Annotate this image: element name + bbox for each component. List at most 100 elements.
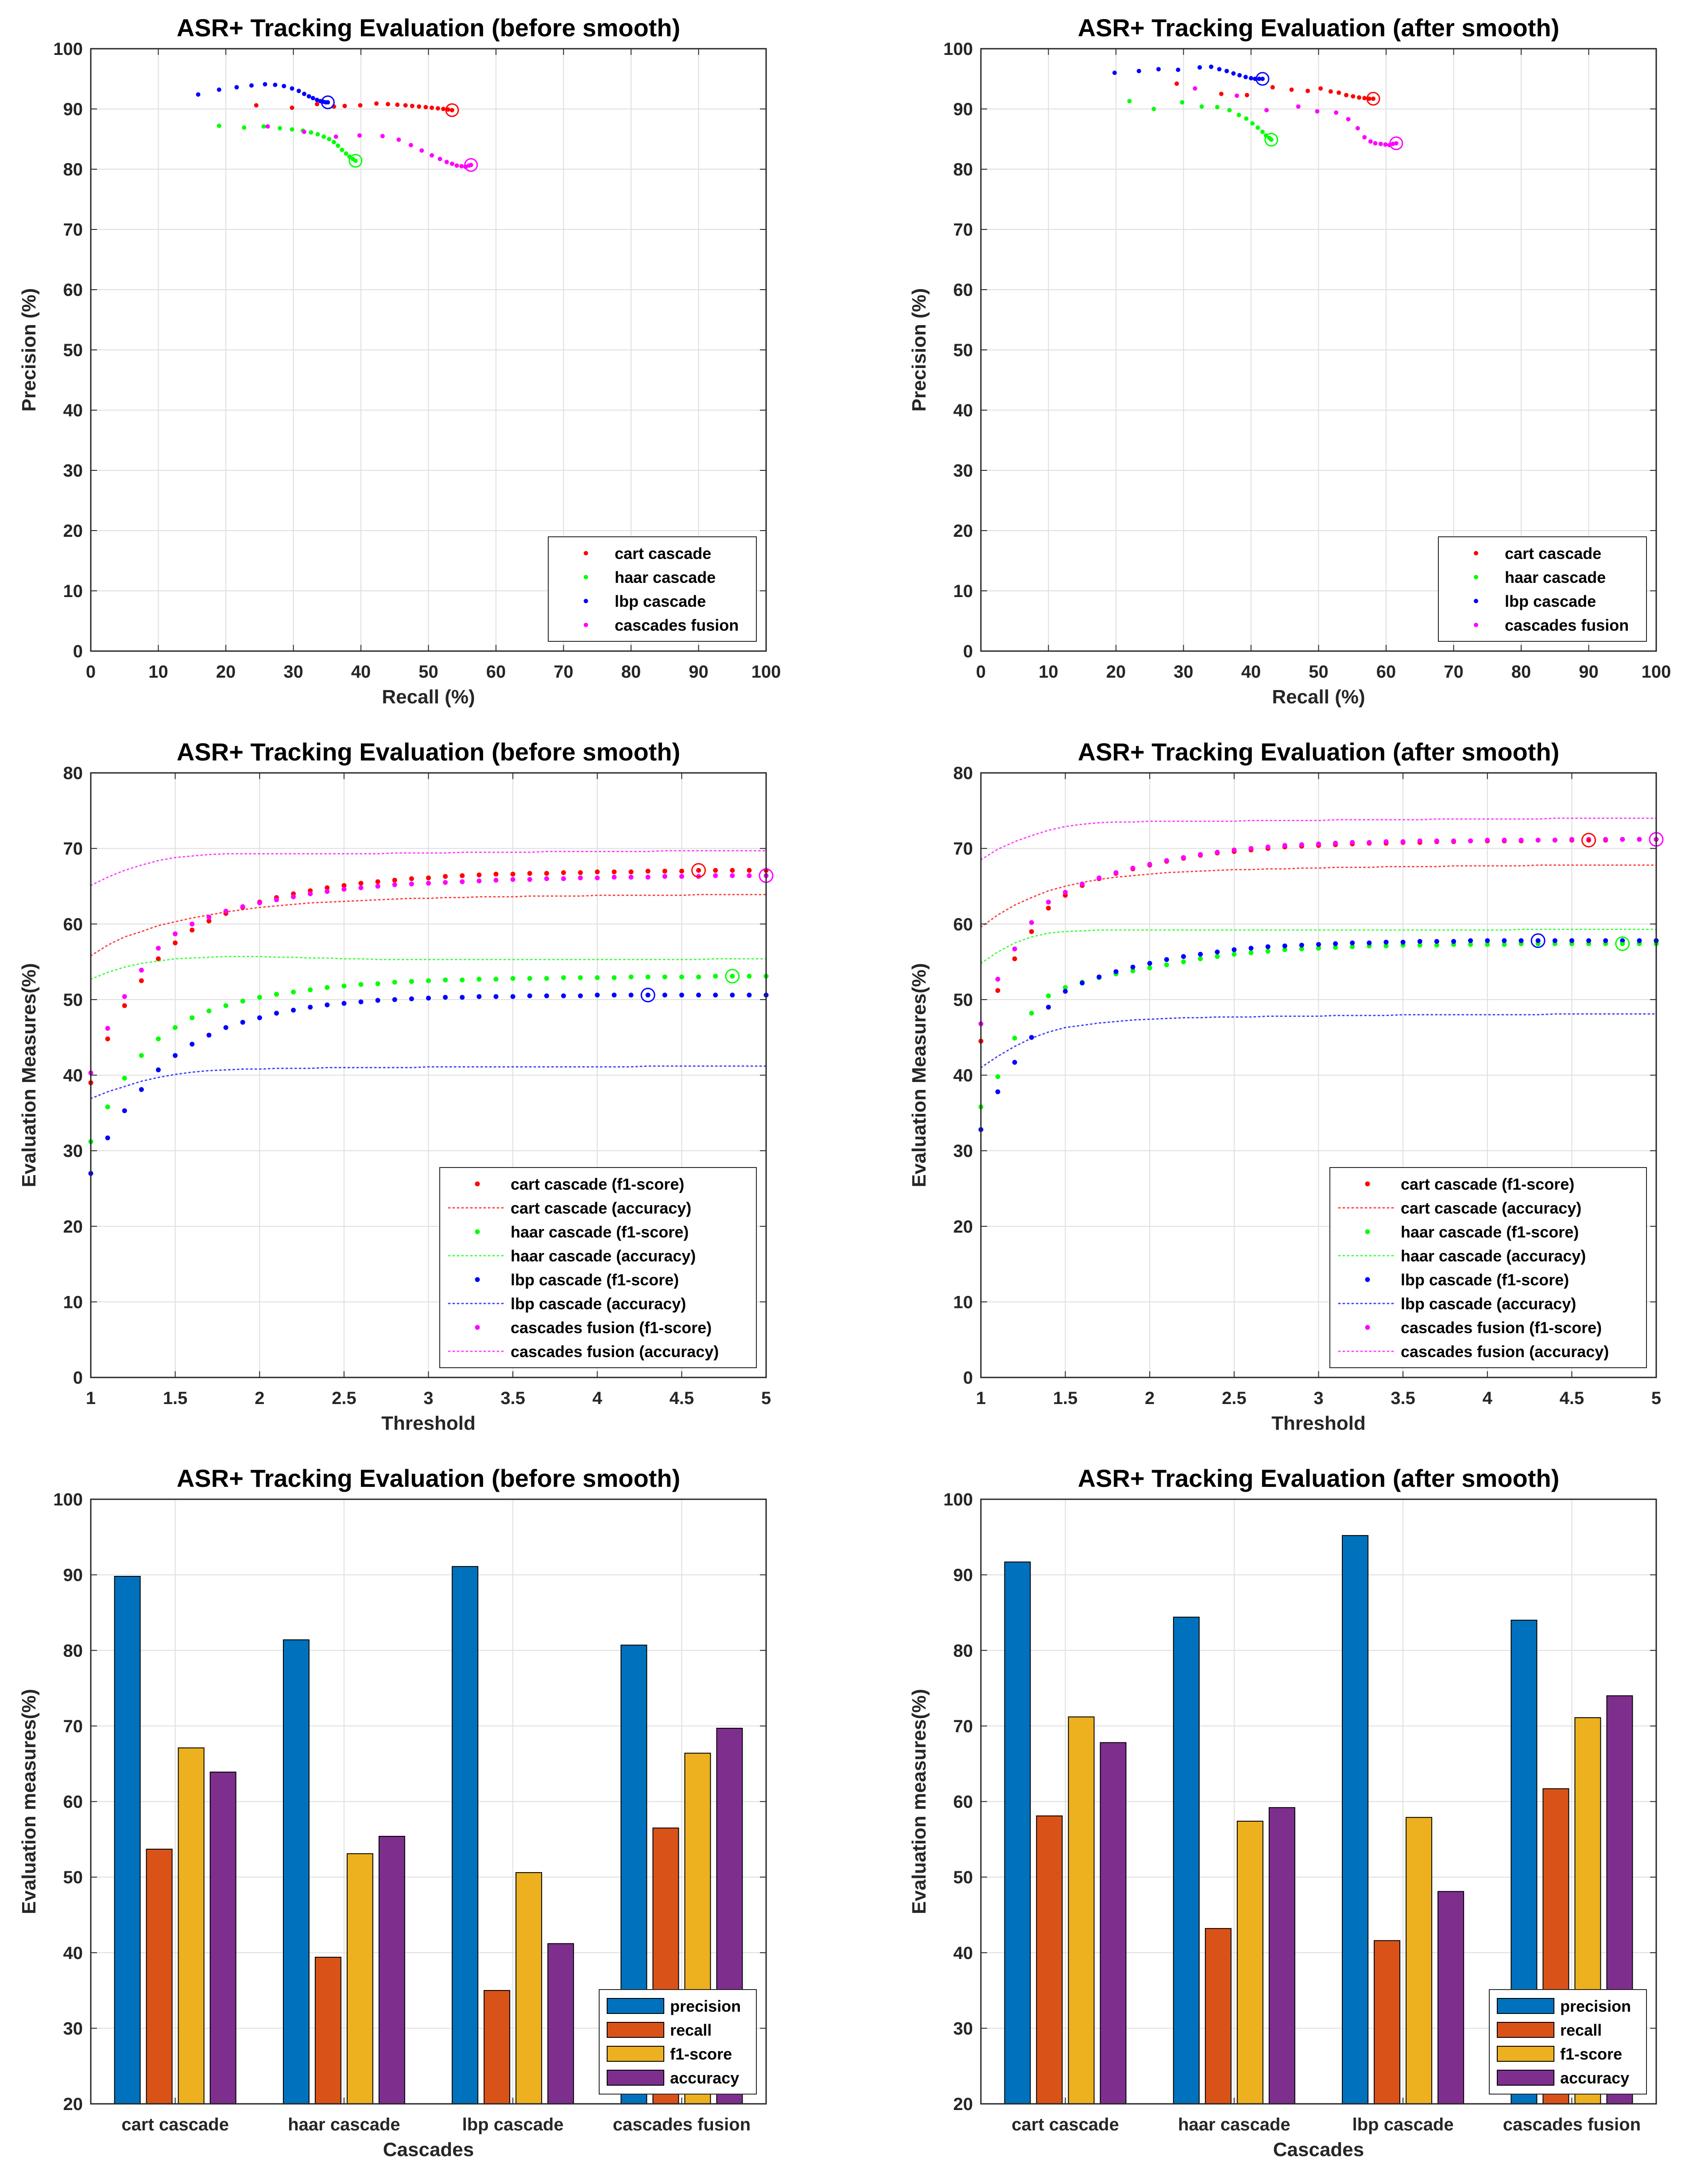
data-point	[426, 875, 431, 881]
y-tick-label: 90	[63, 100, 83, 119]
highlight-center	[697, 869, 701, 873]
data-point	[1224, 69, 1229, 74]
data-point	[730, 873, 735, 878]
data-point	[375, 879, 380, 884]
chart-1: 0 10 20 30 40 50 60 70 80 90 100 0 10 20 30 40 50 60 70 80 9…	[18, 14, 781, 708]
data-point	[1219, 92, 1224, 96]
x-tick-label: 1	[86, 1389, 96, 1408]
data-point	[1586, 938, 1591, 943]
data-point	[1434, 838, 1439, 844]
y-tick-label: 20	[953, 1217, 973, 1237]
data-point	[493, 977, 499, 982]
data-point	[358, 999, 364, 1005]
legend-box	[1329, 1167, 1647, 1368]
data-point	[122, 994, 127, 999]
data-point	[1299, 842, 1304, 847]
data-point	[1096, 974, 1102, 980]
highlight-ring	[1581, 833, 1596, 848]
data-point	[1080, 980, 1085, 985]
data-point	[1249, 76, 1253, 81]
data-point	[332, 140, 336, 144]
data-point	[1485, 942, 1490, 947]
data-point	[1373, 141, 1378, 146]
data-point	[454, 163, 459, 168]
data-point	[206, 1008, 212, 1013]
y-tick-label: 80	[63, 1641, 83, 1660]
data-point	[156, 956, 161, 962]
data-point	[460, 978, 465, 983]
data-point	[333, 134, 338, 139]
data-point	[341, 887, 347, 892]
data-point	[290, 127, 294, 132]
y-tick-label: 60	[63, 280, 83, 300]
data-point	[1316, 946, 1321, 951]
highlight-center	[1269, 138, 1273, 142]
data-point	[190, 1015, 195, 1020]
y-tick-label: 10	[63, 1292, 83, 1312]
series-haar-cascade	[217, 124, 358, 163]
chart-title: ASR+ Tracking Evaluation (after smooth)	[1078, 14, 1560, 42]
data-point	[1063, 985, 1068, 990]
data-point	[308, 1005, 313, 1010]
data-point	[426, 995, 431, 1001]
data-point	[1029, 1035, 1034, 1040]
y-tick-label: 100	[53, 39, 83, 59]
legend-label: haar cascade (f1-score)	[511, 1223, 689, 1241]
data-point	[444, 159, 449, 164]
data-point	[510, 976, 515, 981]
data-point	[1012, 956, 1017, 962]
highlight-ring	[321, 95, 335, 109]
data-point	[1130, 965, 1135, 970]
x-tick-label: 5	[761, 1389, 771, 1408]
chart-6: 20 30 40 50 60 70 80 90 100 cart cascade haar casc…	[908, 1464, 1657, 2161]
data-point	[662, 874, 667, 879]
data-point	[1236, 112, 1241, 117]
data-point	[310, 96, 315, 101]
data-point	[443, 874, 448, 879]
highlight-center	[469, 163, 473, 167]
data-point	[257, 1015, 262, 1020]
data-point	[1434, 943, 1439, 948]
series-cart-cascade	[1174, 81, 1376, 101]
data-point	[419, 148, 424, 153]
data-point	[1350, 944, 1355, 949]
x-tick-label: 100	[752, 662, 781, 682]
data-point	[1215, 954, 1220, 959]
data-point	[309, 130, 314, 135]
data-point	[1535, 838, 1541, 843]
data-point	[561, 975, 566, 980]
data-point	[730, 868, 735, 873]
legend-label: cart cascade (accuracy)	[511, 1199, 691, 1217]
y-tick-label: 70	[63, 1717, 83, 1736]
legend-entry: lbp cascade (f1-score)	[475, 1271, 679, 1289]
bar-f1-score	[178, 1747, 205, 2104]
data-point	[1265, 949, 1271, 954]
highlight-center	[450, 108, 454, 112]
y-tick-label: 90	[953, 100, 973, 119]
legend-entry: cascades fusion (accuracy)	[1338, 1342, 1609, 1361]
legend-label: haar cascade (f1-score)	[1401, 1223, 1579, 1241]
x-tick-label: 2	[1145, 1389, 1154, 1408]
y-tick-label: 0	[73, 642, 83, 661]
legend-entry: lbp cascade (f1-score)	[1365, 1271, 1569, 1289]
y-tick-label: 100	[943, 1490, 973, 1509]
data-point	[392, 980, 397, 985]
bar-f1-score	[1406, 1817, 1433, 2104]
data-point	[249, 83, 254, 88]
series-cascades-fusion-f1-score-	[978, 837, 1659, 1026]
chart-title: ASR+ Tracking Evaluation (before smooth)	[177, 738, 680, 766]
data-point	[1164, 858, 1169, 863]
legend-marker	[475, 1277, 480, 1282]
data-point	[341, 883, 347, 888]
legend-label: cart cascade	[1505, 544, 1601, 562]
data-point	[1181, 959, 1186, 965]
x-tick-label: 2.5	[1222, 1389, 1247, 1408]
legend-entry: haar cascade (f1-score)	[1365, 1223, 1579, 1241]
y-tick-label: 40	[953, 1066, 973, 1086]
y-tick-label: 60	[953, 280, 973, 300]
series-lbp-cascade-f1-score-	[88, 993, 769, 1176]
data-point	[1316, 841, 1321, 846]
data-point	[344, 151, 349, 156]
data-point	[341, 1001, 347, 1006]
